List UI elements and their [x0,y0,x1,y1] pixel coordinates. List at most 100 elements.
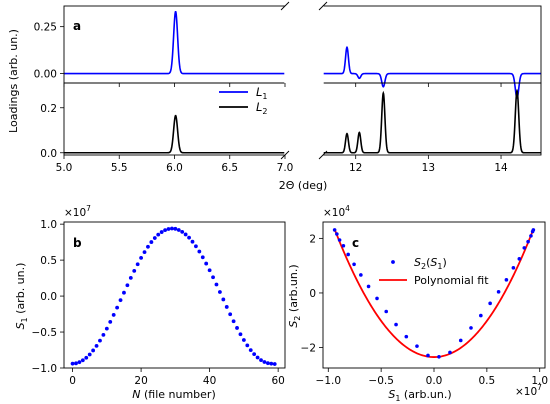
y-tick-label: 2 [309,233,316,245]
scatter-point [125,283,130,288]
scatter-point [252,352,257,357]
y-tick-label: 0.0 [40,291,57,303]
axis-break-mark-bottom-right [318,150,328,160]
x-tick-label: 6.0 [166,162,183,174]
x-tick-label: 0.0 [426,375,443,387]
scatter-point [197,249,202,254]
scatter-point [375,296,379,301]
y-tick-label: 0 [309,288,316,300]
scatter-point [511,266,516,270]
x-tick-label: 40 [203,375,216,387]
scatter-point [194,244,198,249]
panel-c-legend: S2(S1) Polynomial fit [379,256,489,287]
scatter-point [108,320,113,324]
scatter-point [77,360,82,365]
scatter-point [526,239,530,244]
panel-c: −1.0 −0.5 0.0 0.5 1.0 −2 0 2 c ×104 ×107 S2 (ar… [287,204,548,403]
panel-b-ticks: 0 20 40 60 −1.0 −0.5 0.0 0.5 1.0 [32,219,285,387]
x-tick-label: −1.0 [316,375,342,387]
panel-c-marks [332,228,536,359]
scatter-point [173,226,178,231]
scatter-point [469,326,473,330]
scatter-point [259,358,263,362]
x-tick-label: 5.5 [111,162,128,174]
y-tick-label: 0.25 [34,22,57,34]
scatter-point [159,230,164,234]
y-tick-label: 0.00 [34,69,57,81]
scatter-point [146,244,150,249]
scatter-point [488,301,492,306]
x-tick-label: 12 [349,162,362,174]
scatter-point [366,284,371,289]
scatter-point [448,350,452,355]
panel-a-right-top-frame [322,5,542,84]
panel-b: 0 20 40 60 −1.0 −0.5 0.0 0.5 1.0 b ×107 S1 (arb.… [14,204,286,401]
scatter-point [522,246,527,250]
scatter-point [248,348,253,352]
scatter-point [166,227,171,231]
scatter-point [135,262,140,267]
scatter-point [139,255,143,260]
scatter-point [352,262,356,267]
panel-b-label: b [73,236,82,250]
panel-c-y-multiplier: ×104 [323,204,350,219]
scatter-point [426,353,430,358]
scatter-point [84,355,89,360]
scatter-point [359,273,363,277]
y-tick-label: 1.0 [40,219,57,231]
scatter-point [404,334,409,339]
scatter-point [170,226,174,231]
scatter-point [104,326,109,331]
panel-c-ylabel: S2 (arb.un.) [287,264,302,327]
legend-l2-label: L2 [256,100,268,116]
legend-fit-label: Polynomial fit [414,274,489,287]
scatter-point [496,290,501,294]
scatter-point [142,250,147,255]
legend-l1-label: L1 [256,85,268,101]
scatter-point [187,235,191,240]
x-tick-label: 5.0 [56,162,73,174]
scatter-point [269,361,274,366]
panel-a-ticks: 5.0 5.5 6.0 6.5 7.0 12 13 14 0.00 0.25 0.0 0.2 [34,22,508,174]
scatter-point [176,228,181,232]
scatter-point [204,261,209,266]
panel-b-xlabel: N (file number) [132,388,216,401]
scatter-point [156,232,161,237]
scatter-point [94,343,99,348]
x-tick-label: −0.5 [368,375,394,387]
y-tick-label: 0.2 [40,103,57,115]
scatter-point [231,319,236,324]
x-tick-label: 0 [69,375,76,387]
scatter-point [152,236,157,240]
x-tick-label: 1.0 [531,375,548,387]
scatter-point [80,358,85,363]
scatter-point [335,232,339,236]
scatter-point [200,255,205,260]
scatter-point [128,275,133,280]
axis-break-mark-top-left [280,1,290,11]
legend-s2-label: S2(S1) [414,256,447,271]
panel-c-ticks: −1.0 −0.5 0.0 0.5 1.0 −2 0 2 [301,233,549,387]
scatter-point [228,312,233,317]
x-tick-label: 20 [134,375,147,387]
x-tick-label: 13 [422,162,435,174]
polynomial-fit-line [333,228,535,358]
scatter-point [214,282,219,287]
scatter-point [504,278,509,282]
scatter-point [262,360,267,364]
y-tick-label: −0.5 [32,327,58,339]
axis-break-mark-top-right [318,1,328,11]
scatter-point [70,361,75,366]
scatter-point [346,252,350,257]
panel-a: 5.0 5.5 6.0 6.5 7.0 12 13 14 0.00 0.25 0.0 0.2 a Lo… [7,1,542,192]
scatter-point [341,243,346,248]
scatter-point [207,268,212,273]
scatter-point [218,290,222,294]
scatter-point [272,362,277,366]
scatter-point [180,229,185,234]
scatter-point [529,234,533,238]
scatter-point [265,361,270,366]
panel-a-legend: L1 L2 [219,85,268,116]
scatter-point [132,269,137,273]
scatter-point [118,298,123,303]
